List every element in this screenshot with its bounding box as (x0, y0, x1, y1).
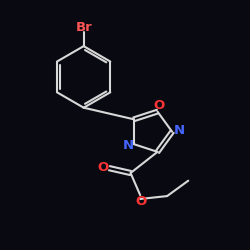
Text: O: O (154, 99, 165, 112)
Text: O: O (97, 161, 108, 174)
Text: Br: Br (75, 21, 92, 34)
Text: N: N (173, 124, 184, 137)
Text: N: N (122, 139, 134, 152)
Text: O: O (136, 195, 147, 208)
